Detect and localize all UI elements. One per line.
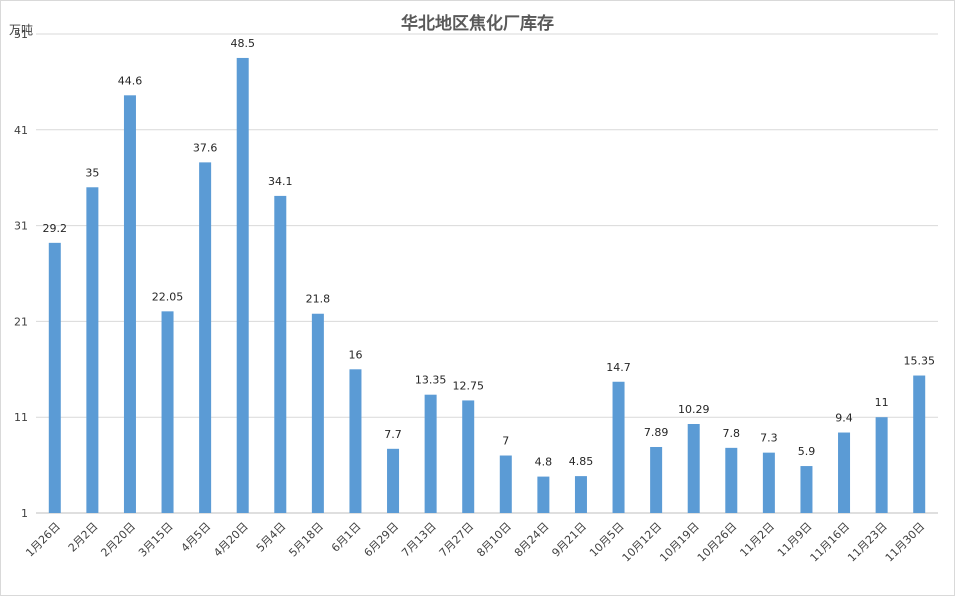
x-tick-label: 11月2日 [737, 520, 777, 560]
y-tick-label: 51 [14, 28, 28, 41]
data-label: 35 [85, 166, 99, 179]
bar [838, 432, 851, 513]
bar [349, 369, 362, 513]
y-axis-unit-label: 万吨 [9, 23, 34, 37]
bar [875, 417, 888, 513]
x-tick-label: 6月1日 [329, 520, 364, 555]
data-label: 12.75 [452, 379, 484, 392]
data-label: 48.5 [230, 37, 255, 50]
x-tick-label: 7月27日 [437, 520, 477, 560]
data-label: 16 [348, 348, 362, 361]
bar [574, 476, 587, 513]
bar [311, 313, 324, 513]
bar [161, 311, 174, 513]
data-label: 15.35 [903, 355, 935, 368]
y-tick-label: 1 [21, 507, 28, 520]
x-tick-label: 5月4日 [254, 520, 289, 555]
x-tick-label: 2月20日 [98, 520, 138, 560]
data-label: 29.2 [43, 222, 68, 235]
bar [48, 242, 61, 513]
x-tick-label: 11月16日 [808, 520, 853, 565]
bar [913, 375, 926, 513]
bar [462, 400, 475, 513]
data-label: 37.6 [193, 141, 218, 154]
y-tick-label: 41 [14, 124, 28, 137]
y-tick-label: 31 [14, 220, 28, 233]
data-label: 44.6 [118, 74, 143, 87]
data-label: 10.29 [678, 403, 710, 416]
bar [650, 446, 663, 513]
data-label: 34.1 [268, 175, 293, 188]
bar [725, 447, 738, 513]
bar [199, 162, 212, 513]
chart-title: 华北地区焦化厂库存 [401, 14, 554, 34]
data-label: 13.35 [415, 374, 447, 387]
bar [236, 57, 249, 513]
x-tick-label: 11月30日 [883, 520, 928, 565]
data-label: 4.8 [535, 456, 553, 469]
x-tick-label: 6月29日 [362, 520, 402, 560]
bar [687, 424, 700, 513]
data-label: 7 [502, 435, 509, 448]
bar [123, 95, 136, 513]
bar [387, 448, 400, 513]
bar [86, 187, 99, 513]
x-tick-label: 10月26日 [695, 520, 740, 565]
data-label: 7.8 [723, 427, 741, 440]
data-label: 4.85 [569, 455, 594, 468]
data-label: 7.89 [644, 426, 669, 439]
x-tick-label: 4月5日 [179, 520, 214, 555]
x-tick-label: 11月23日 [845, 520, 890, 565]
bar [424, 394, 437, 513]
data-label: 22.05 [152, 290, 184, 303]
x-tick-label: 5月18日 [286, 520, 326, 560]
bar [499, 455, 512, 513]
y-tick-label: 11 [14, 411, 28, 424]
x-tick-label: 10月19日 [657, 520, 702, 565]
bar [800, 466, 813, 513]
data-label: 7.7 [384, 428, 402, 441]
bar [274, 195, 287, 514]
x-tick-label: 10月12日 [620, 520, 665, 565]
x-tick-label: 8月24日 [512, 520, 552, 560]
x-tick-label: 7月13日 [399, 520, 439, 560]
bar [537, 476, 550, 513]
data-label: 7.3 [760, 432, 778, 445]
x-tick-label: 9月21日 [549, 520, 589, 560]
x-tick-label: 2月2日 [66, 520, 101, 555]
data-label: 5.9 [798, 445, 816, 458]
bar [762, 452, 775, 513]
data-label: 21.8 [306, 293, 331, 306]
bar [612, 381, 625, 513]
data-label: 9.4 [835, 412, 853, 425]
data-label: 11 [875, 396, 889, 409]
x-tick-label: 8月10日 [474, 520, 514, 560]
x-tick-label: 4月20日 [211, 520, 251, 560]
y-tick-label: 21 [14, 315, 28, 328]
x-tick-label: 3月15日 [136, 520, 176, 560]
x-tick-label: 1月26日 [23, 520, 63, 560]
data-label: 14.7 [606, 361, 631, 374]
